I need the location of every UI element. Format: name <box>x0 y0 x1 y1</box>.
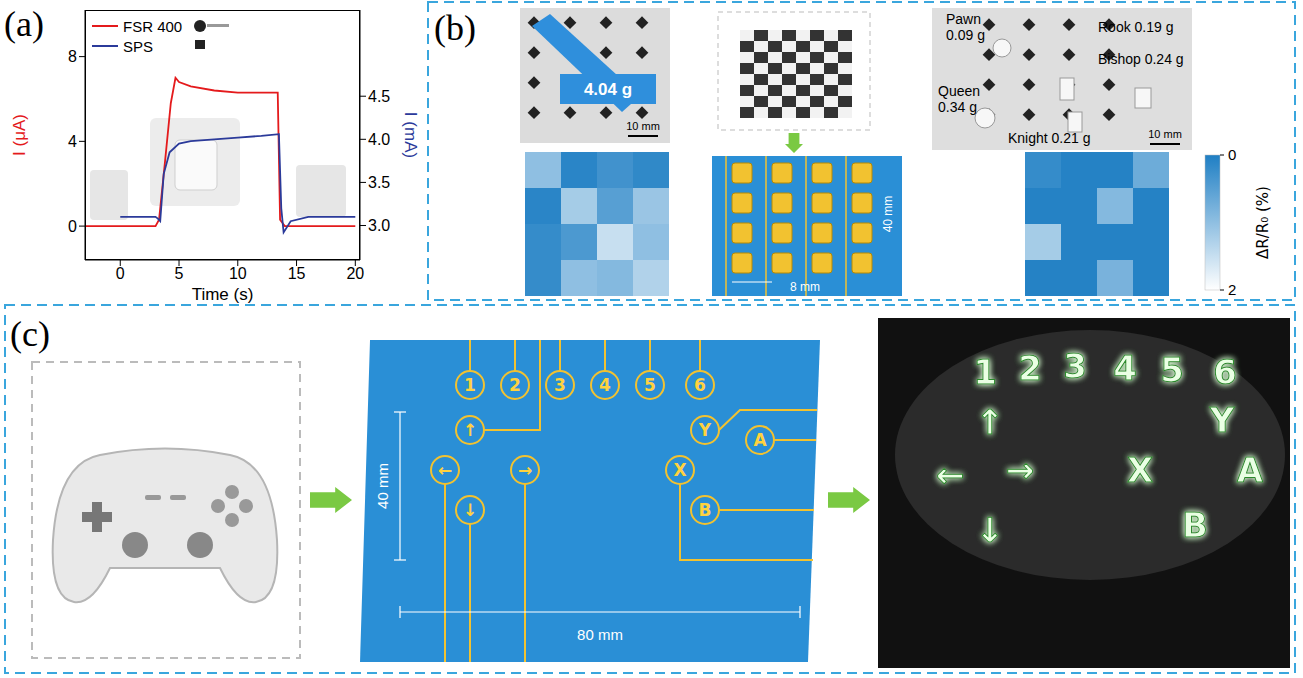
svg-text:Y: Y <box>1209 400 1235 440</box>
svg-text:4.5: 4.5 <box>368 88 390 105</box>
svg-text:0: 0 <box>68 218 77 235</box>
svg-text:A: A <box>753 430 767 450</box>
svg-text:80 mm: 80 mm <box>577 626 623 643</box>
svg-text:20: 20 <box>346 265 364 282</box>
svg-text:A: A <box>1237 450 1264 490</box>
svg-text:↓: ↓ <box>463 500 477 520</box>
svg-text:4: 4 <box>68 133 77 150</box>
svg-text:B: B <box>1182 505 1208 545</box>
svg-text:Time (s): Time (s) <box>192 285 254 304</box>
svg-text:1: 1 <box>973 352 997 392</box>
svg-text:Bishop 0.24 g: Bishop 0.24 g <box>1098 51 1184 67</box>
svg-text:X: X <box>1127 450 1153 490</box>
svg-text:↑: ↑ <box>976 402 1005 442</box>
svg-text:Knight 0.21 g: Knight 0.21 g <box>1008 130 1091 146</box>
svg-text:←: ← <box>936 455 965 495</box>
svg-text:5: 5 <box>175 265 184 282</box>
svg-text:↑: ↑ <box>463 420 477 440</box>
svg-text:ΔR/R₀ (%): ΔR/R₀ (%) <box>1254 186 1272 259</box>
svg-text:10 mm: 10 mm <box>1148 128 1182 140</box>
svg-text:3.5: 3.5 <box>368 174 390 191</box>
svg-text:2: 2 <box>1228 281 1236 298</box>
svg-text:15: 15 <box>288 265 306 282</box>
svg-text:0: 0 <box>116 265 125 282</box>
svg-text:4.04 g: 4.04 g <box>584 80 632 99</box>
svg-text:X: X <box>673 460 686 480</box>
svg-text:3.0: 3.0 <box>368 217 390 234</box>
svg-text:4: 4 <box>599 375 611 395</box>
svg-text:(a): (a) <box>4 4 44 44</box>
svg-text:Y: Y <box>698 420 712 440</box>
svg-text:5: 5 <box>644 375 656 395</box>
svg-text:↓: ↓ <box>976 510 1005 550</box>
svg-text:←: ← <box>438 460 452 480</box>
svg-text:2: 2 <box>509 375 521 395</box>
svg-text:3: 3 <box>1063 346 1087 386</box>
svg-text:5: 5 <box>1160 350 1184 390</box>
svg-text:B: B <box>699 500 712 520</box>
svg-text:2: 2 <box>1018 348 1042 388</box>
svg-text:I (μA): I (μA) <box>10 114 29 156</box>
svg-text:6: 6 <box>1213 352 1237 392</box>
svg-text:3: 3 <box>554 375 566 395</box>
svg-text:Pawn0.09 g: Pawn0.09 g <box>946 11 985 43</box>
svg-text:40 mm: 40 mm <box>374 463 391 509</box>
html-text:SPS: SPS <box>123 37 153 55</box>
svg-text:10: 10 <box>229 265 247 282</box>
svg-text:10 mm: 10 mm <box>626 120 660 132</box>
svg-text:→: → <box>518 460 532 480</box>
svg-text:(b): (b) <box>434 8 476 48</box>
svg-text:8 mm: 8 mm <box>790 280 820 294</box>
svg-text:40 mm: 40 mm <box>881 196 895 233</box>
svg-text:6: 6 <box>694 375 706 395</box>
svg-text:8: 8 <box>68 48 77 65</box>
svg-text:1: 1 <box>464 375 476 395</box>
svg-text:0: 0 <box>1228 146 1236 163</box>
html-text:FSR 400: FSR 400 <box>123 17 183 35</box>
svg-text:I (mA): I (mA) <box>401 112 420 158</box>
svg-text:4.0: 4.0 <box>368 131 390 148</box>
svg-text:→: → <box>1006 450 1035 490</box>
svg-text:4: 4 <box>1113 348 1137 388</box>
svg-text:(c): (c) <box>10 314 50 354</box>
svg-text:Rook 0.19 g: Rook 0.19 g <box>1098 19 1174 35</box>
svg-text:Queen0.34 g: Queen0.34 g <box>938 83 980 115</box>
